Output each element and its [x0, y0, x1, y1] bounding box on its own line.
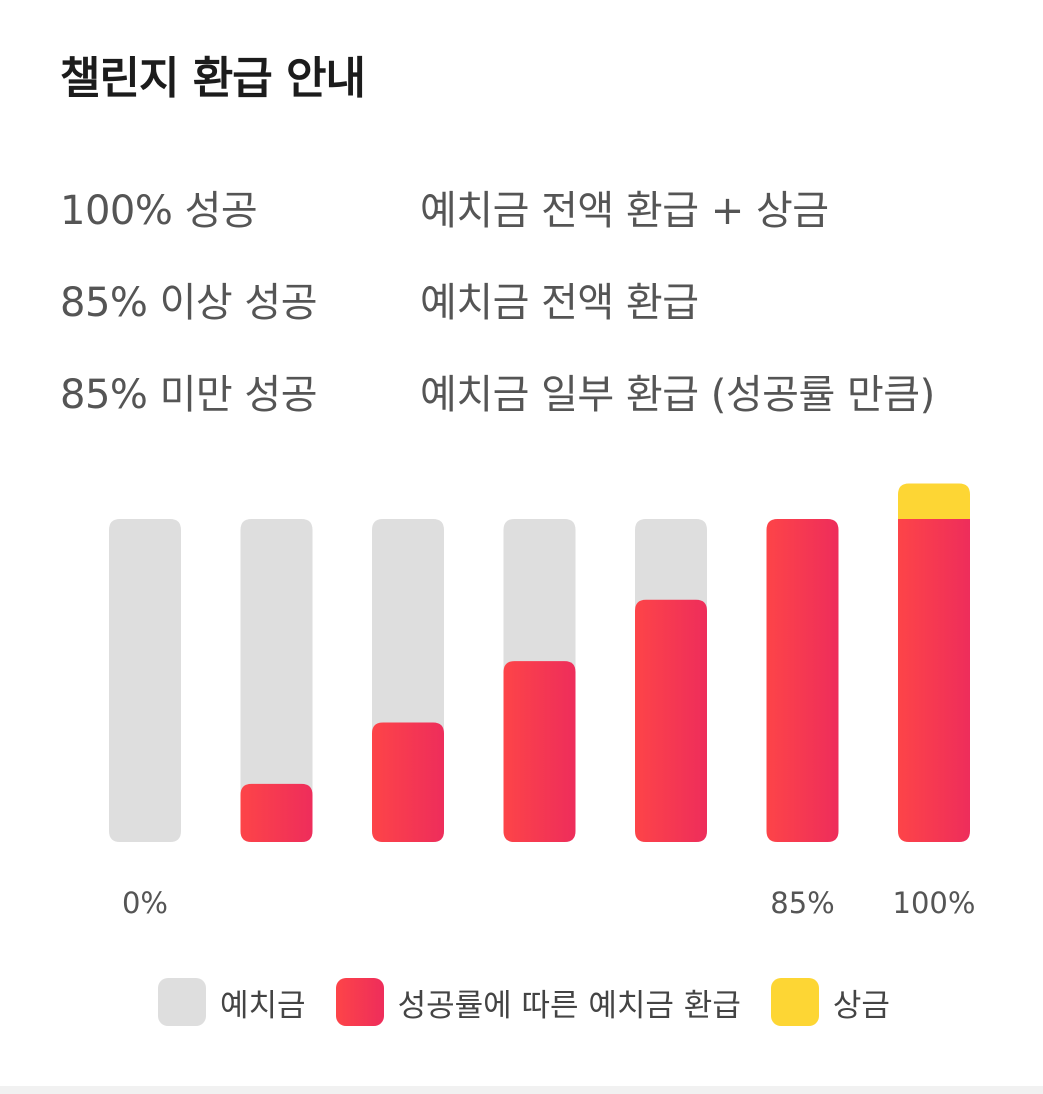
rule-row: 100% 성공 예치금 전액 환급 + 상금	[60, 178, 935, 270]
rule-result: 예치금 전액 환급	[420, 280, 699, 326]
chart-x-labels: 0% 85% 100%	[122, 886, 975, 920]
rule-result: 예치금 전액 환급 + 상금	[420, 188, 829, 234]
refund-rules: 100% 성공 예치금 전액 환급 + 상금 85% 이상 성공 예치금 전액 …	[60, 178, 935, 454]
rule-result: 예치금 일부 환급 (성공률 만큼)	[420, 372, 935, 418]
deposit-bar	[240, 519, 313, 842]
deposit-bar	[109, 519, 181, 842]
refund-bar	[766, 519, 839, 842]
rule-condition: 100% 성공	[60, 188, 258, 234]
refund-bar	[240, 783, 313, 842]
rule-row: 85% 이상 성공 예치금 전액 환급	[60, 270, 935, 362]
legend-swatch-refund	[335, 978, 384, 1026]
legend-swatch-deposit	[158, 978, 206, 1026]
refund-bar-chart: 0% 85% 100%	[109, 483, 975, 920]
rule-condition: 85% 이상 성공	[60, 280, 318, 326]
legend-swatch-prize	[770, 978, 819, 1026]
rule-condition: 85% 미만 성공	[60, 372, 318, 418]
refund-bar	[503, 661, 576, 842]
legend-item-refund: 성공률에 따른 예치금 환급	[335, 978, 741, 1026]
x-tick-label: 100%	[893, 886, 976, 920]
legend-label: 성공률에 따른 예치금 환급	[397, 987, 741, 1024]
x-tick-label: 0%	[122, 886, 168, 920]
legend-item-prize: 상금	[770, 978, 890, 1026]
chart-legend: 예치금 성공률에 따른 예치금 환급 상금	[158, 978, 890, 1026]
legend-label: 상금	[832, 987, 890, 1024]
rule-row: 85% 미만 성공 예치금 일부 환급 (성공률 만큼)	[60, 362, 935, 454]
prize-bar	[898, 483, 970, 519]
refund-bar	[635, 599, 707, 842]
bottom-divider	[0, 1086, 1043, 1094]
refund-bar	[372, 722, 444, 842]
refund-bar	[898, 519, 970, 842]
legend-label: 예치금	[220, 987, 306, 1024]
legend-item-deposit: 예치금	[158, 978, 306, 1026]
chart-bars	[109, 483, 970, 842]
page-title: 챌린지 환급 안내	[60, 53, 366, 104]
x-tick-label: 85%	[770, 886, 834, 920]
